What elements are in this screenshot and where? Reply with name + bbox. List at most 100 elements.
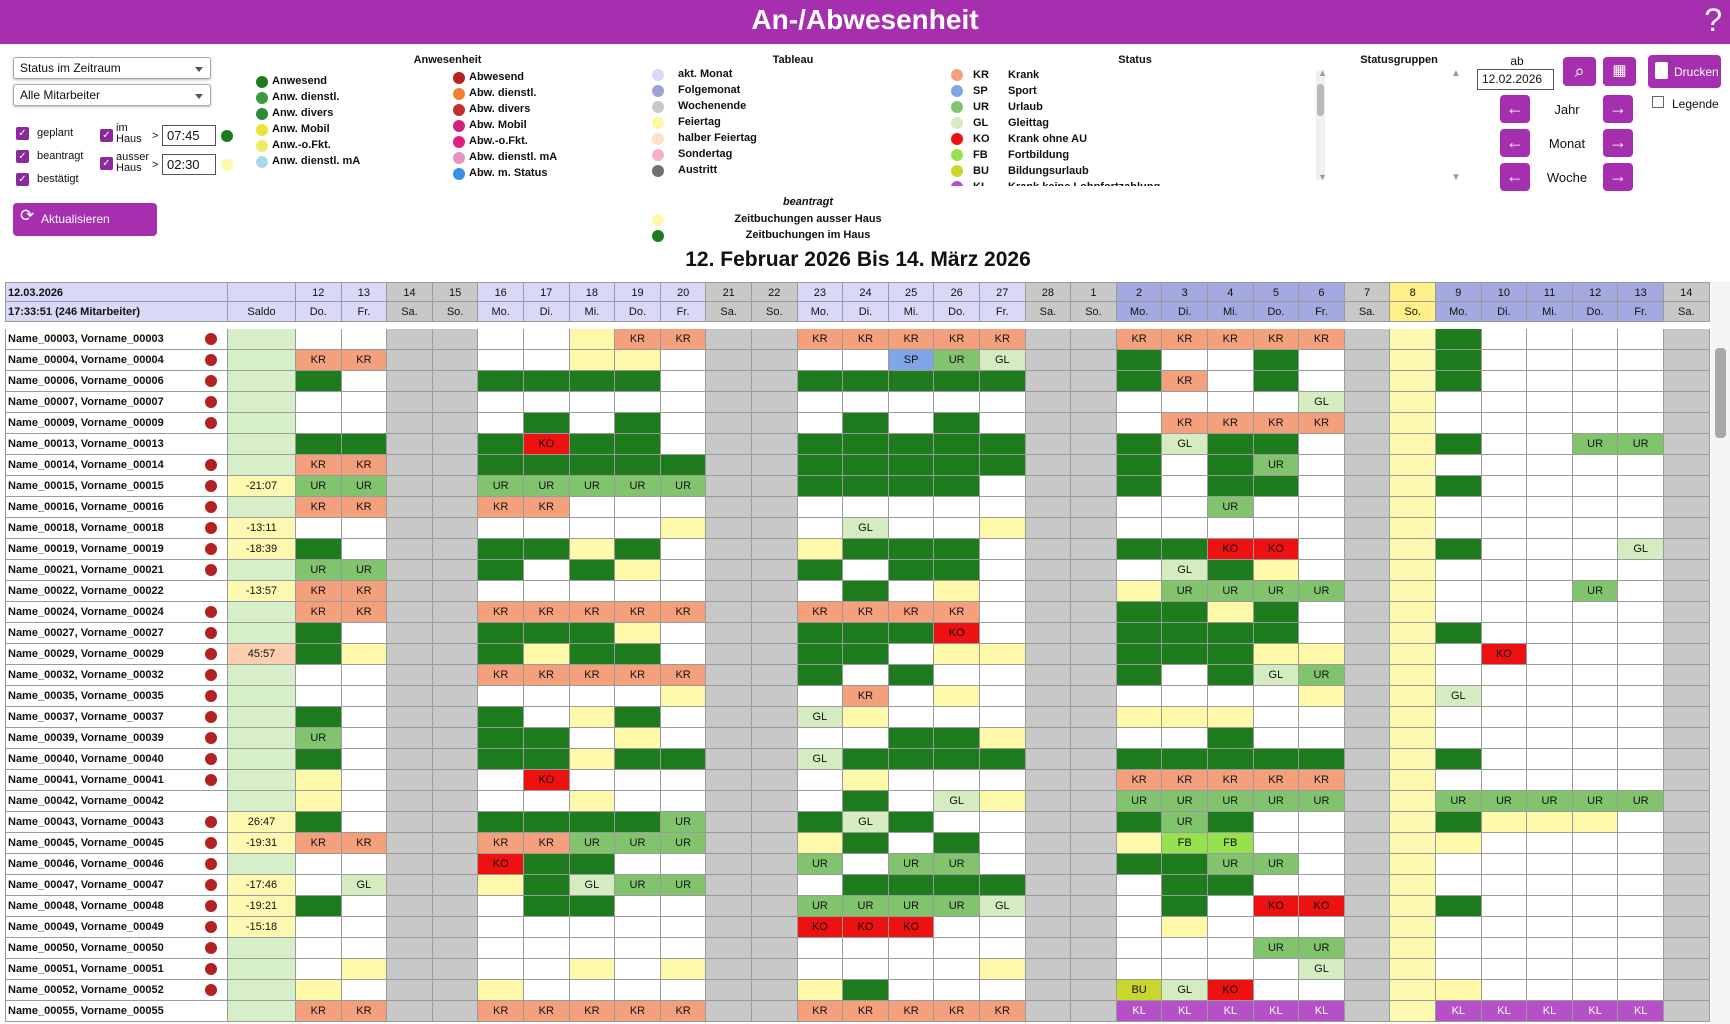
weekday-header: Mi. <box>888 302 935 322</box>
day-header: 6 <box>1299 282 1345 302</box>
status-label: Krank ohne AU <box>1008 133 1088 145</box>
prev-button[interactable]: ← <box>1500 129 1530 157</box>
day-cell <box>1208 665 1254 686</box>
day-cell <box>569 749 616 770</box>
day-cell: KR <box>797 602 844 623</box>
next-button[interactable]: → <box>1603 95 1633 123</box>
help-button[interactable]: ? <box>1704 2 1722 38</box>
day-cell <box>1116 686 1163 707</box>
next-button[interactable]: → <box>1603 163 1633 191</box>
weekday-header: Mi. <box>1208 302 1254 322</box>
day-cell <box>432 623 479 644</box>
saldo: 45:57 <box>228 644 296 665</box>
weekday-header: Fr. <box>660 302 707 322</box>
scroll-up[interactable]: ▲ <box>1318 68 1327 78</box>
legend-dot <box>652 230 664 242</box>
prev-button[interactable]: ← <box>1500 163 1530 191</box>
weekday-header: Fr. <box>980 302 1026 322</box>
employee-select[interactable]: Alle Mitarbeiter <box>13 84 211 106</box>
day-cell <box>341 770 388 791</box>
day-cell <box>1572 392 1619 413</box>
day-cell <box>888 791 935 812</box>
day-cell <box>706 854 752 875</box>
day-cell <box>1071 707 1117 728</box>
day-cell <box>660 896 707 917</box>
im-haus-checkbox[interactable]: ✓ <box>100 129 113 142</box>
legend-dot <box>951 165 963 177</box>
legend-label: Abwesend <box>469 71 525 83</box>
day-header: 2 <box>1116 282 1163 302</box>
scroll-down[interactable]: ▼ <box>1451 172 1461 183</box>
day-cell <box>478 455 524 476</box>
scroll-up[interactable]: ▲ <box>1451 68 1461 79</box>
day-cell <box>615 728 661 749</box>
day-cell <box>1527 581 1573 602</box>
day-cell <box>980 518 1026 539</box>
day-cell <box>660 434 707 455</box>
ausser-haus-input[interactable]: 02:30 <box>162 154 216 175</box>
print-button[interactable]: Drucken <box>1648 55 1721 88</box>
im-haus-dot <box>221 130 233 142</box>
day-cell <box>1253 833 1300 854</box>
day-cell <box>1071 455 1117 476</box>
day-cell <box>478 392 524 413</box>
employee-name: Name_00040, Vorname_00040 <box>5 749 228 770</box>
employee-name: Name_00007, Vorname_00007 <box>5 392 228 413</box>
checkbox[interactable]: ✓ <box>16 127 29 140</box>
refresh-button[interactable]: Aktualisieren <box>13 203 157 236</box>
day-cell <box>569 539 616 560</box>
calendar-button[interactable]: ▦ <box>1603 57 1636 86</box>
day-cell <box>524 539 570 560</box>
day-cell <box>843 434 889 455</box>
employee-name: Name_00018, Vorname_00018 <box>5 518 228 539</box>
table-scrollbar[interactable] <box>1711 282 1730 1024</box>
day-header: 28 <box>1025 282 1072 302</box>
day-cell: UR <box>1116 791 1163 812</box>
day-cell <box>1572 707 1619 728</box>
day-cell: UR <box>1299 581 1345 602</box>
day-cell <box>432 497 479 518</box>
day-cell <box>1436 413 1482 434</box>
legend-checkbox[interactable] <box>1652 96 1664 108</box>
day-cell: KR <box>478 1001 524 1022</box>
day-cell <box>980 413 1026 434</box>
date-input[interactable]: 12.02.2026 <box>1477 69 1554 90</box>
day-cell <box>1116 665 1163 686</box>
day-cell <box>1618 980 1664 1001</box>
legend-label: Abw. divers <box>469 103 531 115</box>
day-cell <box>1527 329 1573 350</box>
im-haus-input[interactable]: 07:45 <box>162 125 216 146</box>
day-cell <box>1071 770 1117 791</box>
day-cell <box>1481 749 1528 770</box>
next-button[interactable]: → <box>1603 129 1633 157</box>
day-cell: UR <box>1436 791 1482 812</box>
day-cell <box>1208 560 1254 581</box>
scroll-down[interactable]: ▼ <box>1318 172 1327 182</box>
status-select[interactable]: Status im Zeitraum <box>13 57 211 79</box>
day-cell <box>1664 413 1710 434</box>
day-cell: GL <box>797 749 844 770</box>
day-cell <box>1527 455 1573 476</box>
day-header: 9 <box>1436 282 1482 302</box>
day-cell <box>980 812 1026 833</box>
day-cell <box>980 959 1026 980</box>
checkbox[interactable]: ✓ <box>16 173 29 186</box>
day-cell <box>478 518 524 539</box>
day-cell <box>797 413 844 434</box>
day-cell: KR <box>1299 413 1345 434</box>
search-button[interactable]: ⌕ <box>1563 57 1596 86</box>
day-cell <box>1208 434 1254 455</box>
prev-button[interactable]: ← <box>1500 95 1530 123</box>
day-cell <box>934 959 980 980</box>
status-code: SP <box>973 85 988 97</box>
day-cell <box>1527 497 1573 518</box>
day-cell <box>980 644 1026 665</box>
checkbox[interactable]: ✓ <box>16 150 29 163</box>
day-cell <box>296 644 342 665</box>
day-cell <box>660 917 707 938</box>
day-cell <box>569 896 616 917</box>
legend-label: akt. Monat <box>678 68 733 80</box>
day-cell <box>752 497 798 518</box>
day-cell <box>524 413 570 434</box>
ausser-haus-checkbox[interactable]: ✓ <box>100 157 113 170</box>
